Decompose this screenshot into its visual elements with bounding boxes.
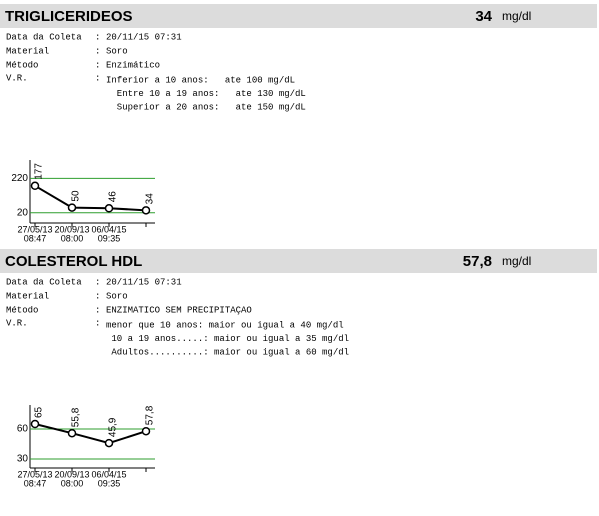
value-label: 55,8: [71, 407, 82, 427]
data-point: [30, 419, 40, 429]
field-label: Data da Coleta: [6, 32, 82, 42]
value-label: 34: [145, 193, 156, 205]
reference-label: V.R.: [6, 318, 28, 328]
separator: :: [95, 73, 100, 83]
x-tick-label: 27/05/13: [17, 224, 52, 234]
field-label: Método: [6, 305, 38, 315]
y-tick-label: 60: [17, 424, 29, 435]
x-tick-time: 08:47: [24, 233, 47, 243]
value-label: 46: [108, 191, 119, 203]
test-title: TRIGLICERIDEOS: [5, 8, 133, 25]
field-value: 20/11/15 07:31: [106, 32, 182, 42]
value-label: 57,8: [145, 405, 156, 425]
field-value: Enzimático: [106, 60, 160, 70]
data-point: [141, 426, 151, 436]
reference-line: Inferior a 10 anos: ate 100 mg/dL: [106, 75, 295, 85]
x-tick-label: 20/09/13: [54, 469, 89, 479]
value-label: 45,9: [108, 417, 119, 437]
value-label: 65: [34, 406, 45, 418]
separator: :: [95, 277, 100, 287]
value-label: 177: [34, 163, 45, 180]
test-unit: mg/dl: [502, 9, 531, 23]
test-title: COLESTEROL HDL: [5, 253, 142, 270]
reference-line: menor que 10 anos: maior ou igual a 40 m…: [106, 320, 344, 330]
reference-line: Adultos..........: maior ou igual a 60 m…: [106, 347, 349, 357]
field-label: Material: [6, 46, 49, 56]
test-result: 34: [475, 8, 492, 25]
test-result: 57,8: [463, 253, 492, 270]
field-value: Soro: [106, 46, 128, 56]
y-tick-label: 220: [11, 173, 28, 184]
x-tick-time: 08:00: [61, 478, 84, 488]
field-value: ENZIMATICO SEM PRECIPITAÇAO: [106, 305, 252, 315]
x-tick-label: 20/09/13: [54, 224, 89, 234]
reference-line: Entre 10 a 19 anos: ate 130 mg/dL: [106, 89, 306, 99]
x-tick-time: 08:47: [24, 478, 47, 488]
separator: :: [95, 60, 100, 70]
reference-line: 10 a 19 anos.....: maior ou igual a 35 m…: [106, 334, 349, 344]
section-header: [0, 4, 597, 28]
y-tick-label: 30: [17, 454, 29, 465]
data-point: [67, 203, 77, 212]
field-label: Material: [6, 291, 49, 301]
data-point: [104, 204, 114, 213]
separator: :: [95, 318, 100, 328]
x-tick-time: 09:35: [98, 233, 121, 243]
field-value: 20/11/15 07:31: [106, 277, 182, 287]
x-tick-label: 27/05/13: [17, 469, 52, 479]
data-line: [34, 423, 147, 445]
field-label: Data da Coleta: [6, 277, 82, 287]
separator: :: [95, 291, 100, 301]
field-value: Soro: [106, 291, 128, 301]
data-line: [34, 184, 147, 212]
x-tick-label: 06/04/15: [91, 224, 126, 234]
data-point: [67, 428, 77, 438]
x-tick-label: 06/04/15: [91, 469, 126, 479]
section-header: [0, 249, 597, 273]
separator: :: [95, 46, 100, 56]
test-unit: mg/dl: [502, 254, 531, 268]
data-point: [141, 206, 151, 215]
data-point: [104, 438, 114, 448]
x-tick-time: 08:00: [61, 233, 84, 243]
x-tick-time: 09:35: [98, 478, 121, 488]
separator: :: [95, 305, 100, 315]
y-tick-label: 20: [17, 207, 29, 218]
reference-label: V.R.: [6, 73, 28, 83]
separator: :: [95, 32, 100, 42]
value-label: 50: [71, 190, 82, 202]
field-label: Método: [6, 60, 38, 70]
reference-line: Superior a 20 anos: ate 150 mg/dL: [106, 102, 306, 112]
data-point: [30, 181, 40, 191]
